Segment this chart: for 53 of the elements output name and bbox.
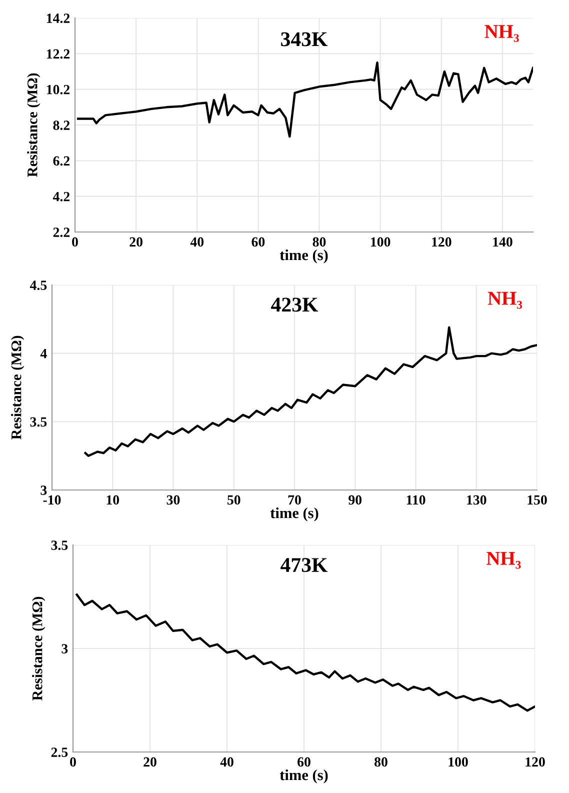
x-tick-label: 110 bbox=[406, 495, 426, 505]
x-tick-label: 120 bbox=[526, 757, 545, 767]
y-tick-label: 2.2 bbox=[53, 228, 70, 238]
y-tick-label: 12.2 bbox=[46, 49, 70, 59]
x-tick-label: 150 bbox=[528, 495, 547, 505]
x-tick-label: 40 bbox=[220, 757, 234, 767]
x-tick-label: 10 bbox=[106, 495, 120, 505]
x-tick-label: 20 bbox=[130, 237, 142, 247]
x-axis-title: time (s) bbox=[270, 507, 318, 522]
x-tick-label: 20 bbox=[144, 757, 156, 767]
x-tick-label: 40 bbox=[190, 237, 204, 247]
y-tick-label: 4.5 bbox=[30, 280, 47, 290]
y-tick-label: 3.5 bbox=[30, 417, 47, 427]
x-tick-label: 50 bbox=[227, 495, 240, 505]
x-tick-label: 30 bbox=[166, 495, 180, 505]
x-tick-label: 80 bbox=[374, 757, 388, 767]
y-tick-label: 2.5 bbox=[51, 748, 68, 758]
x-axis-title: time (s) bbox=[280, 249, 328, 264]
y-tick-label: 4.2 bbox=[52, 192, 70, 202]
y-tick-label: 8.2 bbox=[53, 120, 70, 130]
y-tick-label: 10.2 bbox=[46, 84, 70, 94]
x-tick-label: -10 bbox=[43, 495, 61, 505]
x-tick-label: 0 bbox=[70, 757, 76, 767]
x-tick-label: 60 bbox=[252, 237, 265, 247]
line-series bbox=[76, 594, 535, 712]
y-axis-title: Resistance (MΩ) bbox=[32, 596, 46, 700]
x-tick-label: 120 bbox=[432, 237, 452, 247]
y-tick-label: 6.2 bbox=[53, 156, 70, 166]
x-tick-label: 70 bbox=[288, 495, 301, 505]
y-tick-label: 4 bbox=[40, 349, 47, 358]
y-tick-label: 3.5 bbox=[51, 540, 68, 550]
x-tick-label: 100 bbox=[371, 237, 390, 247]
line-series bbox=[76, 61, 533, 138]
chart-title: 473K bbox=[280, 558, 328, 572]
chart-title: 423K bbox=[271, 298, 318, 312]
line-series bbox=[84, 326, 537, 457]
x-axis-title: time (s) bbox=[280, 769, 328, 784]
y-tick-label: 14.2 bbox=[46, 14, 70, 24]
x-tick-label: 60 bbox=[298, 757, 310, 767]
text: 343K bbox=[281, 32, 328, 46]
y-axis-title: Resistance (MΩ) bbox=[27, 73, 40, 177]
y-tick-label: 3 bbox=[62, 644, 68, 654]
annotation: NH₃ bbox=[486, 552, 521, 569]
y-tick-label: 3 bbox=[40, 486, 47, 495]
annotation: NH₃ bbox=[484, 25, 519, 42]
x-tick-label: 0 bbox=[72, 237, 78, 247]
x-tick-label: 140 bbox=[493, 237, 512, 247]
x-tick-label: 100 bbox=[448, 757, 468, 767]
x-tick-label: 90 bbox=[348, 495, 362, 505]
x-tick-label: 80 bbox=[312, 237, 326, 247]
x-tick-label: 130 bbox=[467, 495, 486, 505]
y-axis-title: Resistance (MΩ) bbox=[10, 336, 24, 440]
annotation: NH₃ bbox=[488, 292, 522, 309]
